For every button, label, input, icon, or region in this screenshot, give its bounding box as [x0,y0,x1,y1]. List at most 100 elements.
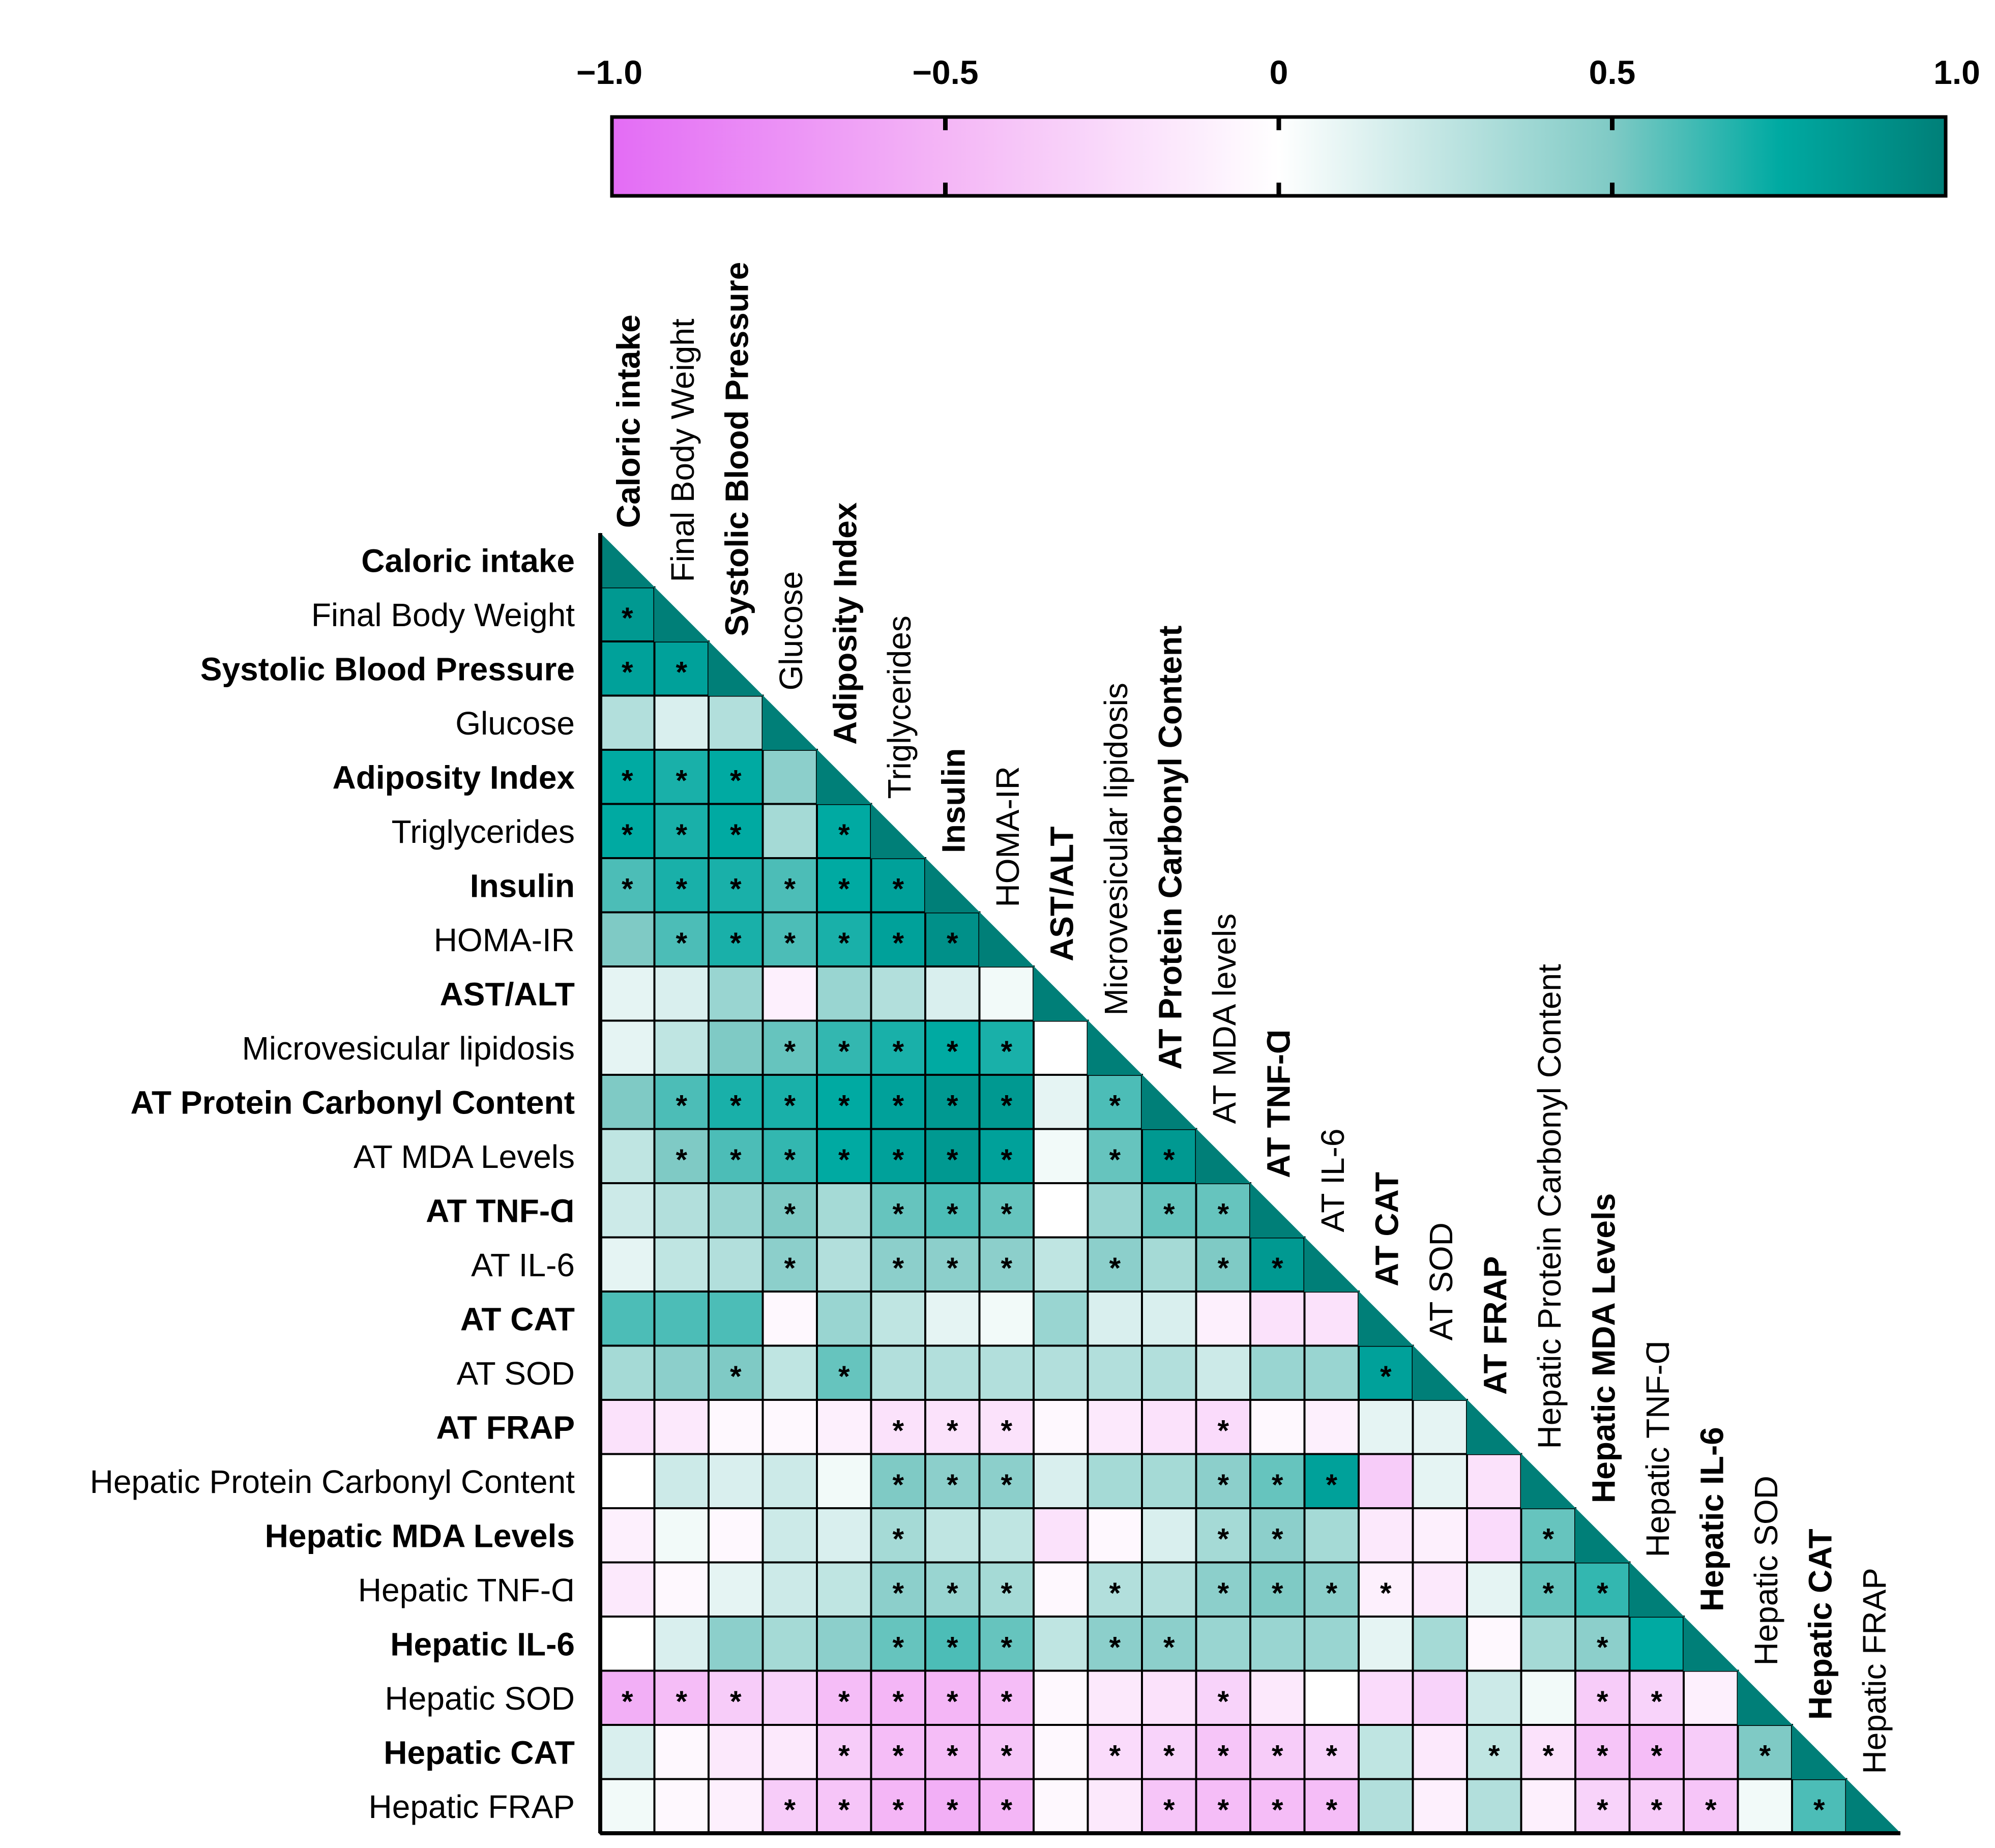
heatmap-cell [1033,1182,1089,1239]
heatmap-cell [1141,1344,1197,1401]
heatmap-cell [870,1290,926,1347]
significance-star: * [622,818,633,852]
significance-star: * [892,1739,904,1772]
heatmap-cell [1412,1778,1468,1834]
heatmap-cell [708,1507,764,1564]
heatmap-cell [1249,1344,1306,1401]
heatmap-cell [1195,1399,1251,1455]
row-label: Hepatic CAT [384,1734,575,1771]
heatmap-cell [599,1507,656,1564]
heatmap-cell [653,1290,710,1347]
significance-star: * [838,1035,850,1068]
heatmap-cell [599,1074,656,1130]
significance-star: * [947,1685,958,1718]
heatmap-cell [1412,1399,1468,1455]
heatmap-cell [1033,1724,1089,1780]
significance-star: * [947,1469,958,1502]
significance-star: * [676,927,687,960]
heatmap-cell [1520,1778,1576,1834]
heatmap-cell [1466,1669,1522,1726]
heatmap-cell [708,1561,764,1618]
row-label: Insulin [470,867,575,904]
significance-star: * [892,872,904,905]
significance-star: * [838,1739,850,1772]
heatmap-cell [1358,1399,1414,1455]
heatmap-cell [924,1561,981,1618]
heatmap-cell [1683,1669,1739,1726]
heatmap-cell [978,1724,1035,1780]
significance-star: * [1001,1631,1012,1664]
heatmap-cell [978,965,1035,1022]
heatmap-cell [1303,1507,1360,1564]
column-label: AT SOD [1423,1222,1459,1340]
significance-star: * [838,927,850,960]
significance-star: * [1001,1414,1012,1447]
heatmap-cell [1466,1453,1522,1509]
diagonal-cell [1304,1237,1360,1292]
diagonal-cell [1196,1128,1251,1184]
heatmap-cell [599,1616,656,1672]
heatmap-cell [870,1561,926,1618]
column-label: Glucose [773,571,809,691]
diagonal-cell [1738,1670,1793,1725]
significance-star: * [1272,1522,1283,1556]
significance-star: * [1217,1252,1229,1285]
heatmap-cell [1358,1669,1414,1726]
heatmap-cell [1141,1236,1197,1293]
diagonal-cell [1792,1724,1847,1779]
row-label: Triglycerides [392,813,575,850]
significance-star: * [1217,1522,1229,1556]
diagonal-cell [1088,1020,1143,1075]
heatmap-cell [1195,1778,1251,1834]
column-label: Hepatic CAT [1802,1529,1838,1720]
significance-star: * [1597,1685,1608,1718]
significance-star: * [1651,1739,1662,1772]
significance-star: * [1001,1035,1012,1068]
significance-star: * [1109,1739,1121,1772]
diagonal-cell [762,695,818,750]
heatmap-cell [653,1453,710,1509]
heatmap-cell [1141,1399,1197,1455]
diagonal-cell [1575,1507,1630,1563]
heatmap-cell [1033,1019,1089,1076]
column-label: Hepatic MDA Levels [1585,1193,1622,1503]
diagonal-cell [654,586,710,642]
colorbar-tick-label: 0 [1270,53,1288,91]
heatmap-cell [1195,1290,1251,1347]
heatmap-cell [761,1778,818,1834]
significance-star: * [1001,1685,1012,1718]
heatmap-cell [1574,1669,1631,1726]
significance-star: * [1109,1577,1121,1610]
heatmap-cell [1033,1453,1089,1509]
heatmap-cell [653,1616,710,1672]
row-label: Hepatic Protein Carbonyl Content [90,1463,575,1500]
heatmap-cell [1033,1074,1089,1130]
significance-star: * [1001,1252,1012,1285]
significance-star: * [892,1414,904,1447]
column-label: AT TNF-Ɑ [1260,1029,1297,1178]
heatmap-cell [599,1290,656,1347]
heatmap-cell [761,1290,818,1347]
heatmap-cell [708,1182,764,1239]
column-label: AT MDA levels [1206,914,1243,1124]
significance-star: * [784,1794,796,1827]
significance-star: * [892,1685,904,1718]
heatmap-cell [599,1182,656,1239]
diagonal-cell [600,532,655,588]
heatmap-cell [816,1453,872,1509]
heatmap-cell [1466,1507,1522,1564]
significance-star: * [947,1794,958,1827]
heatmap-cell [924,1507,981,1564]
heatmap-cell [1195,1616,1251,1672]
heatmap-cell [599,1778,656,1834]
column-label: AT IL-6 [1314,1129,1351,1233]
heatmap-cell [816,1182,872,1239]
significance-star: * [784,927,796,960]
heatmap-cell [816,1128,872,1184]
heatmap-cell [708,1019,764,1076]
significance-star: * [947,1577,958,1610]
significance-star: * [730,872,742,905]
significance-star: * [892,1522,904,1556]
significance-star: * [1326,1577,1337,1610]
